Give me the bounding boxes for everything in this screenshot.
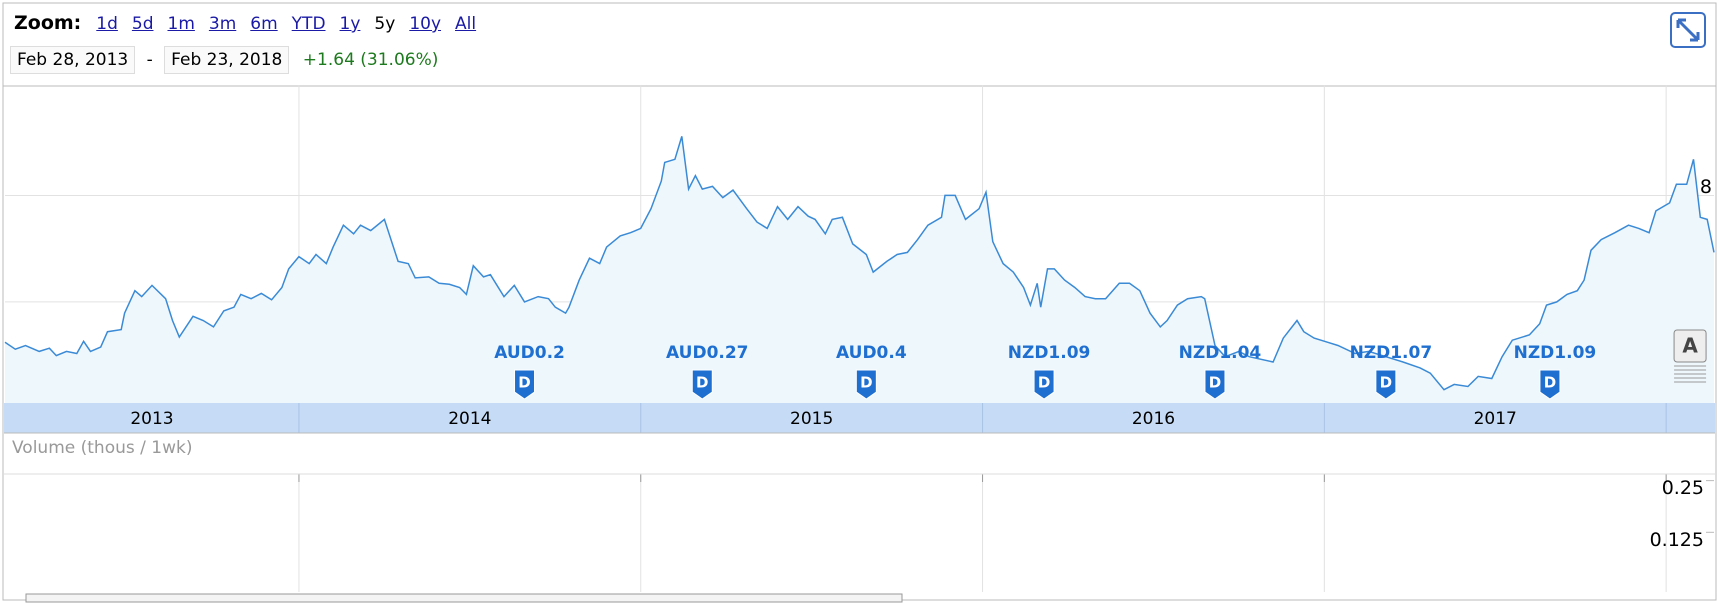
dividend-label: NZD1.07 [1350, 343, 1433, 363]
price-area [5, 136, 1714, 403]
range-separator: - [146, 50, 153, 70]
news-flag [1673, 329, 1707, 363]
dividend-flag [1375, 369, 1397, 400]
dividend-flag-text: D [1209, 374, 1221, 392]
zoom-option[interactable]: 3m [208, 14, 237, 34]
year-label: 2016 [1132, 409, 1175, 429]
year-label: 2017 [1474, 409, 1517, 429]
dividend-label: AUD0.4 [836, 343, 907, 363]
dividend-label: NZD1.04 [1179, 343, 1262, 363]
volume-tick-label: 0.125 [1650, 529, 1704, 551]
year-label: 2014 [448, 409, 491, 429]
zoom-option[interactable]: 5y [374, 14, 396, 34]
zoom-option[interactable]: 10y [409, 14, 442, 34]
news-flag-label: A [1682, 334, 1698, 358]
date-range: Feb 28, 2013 - Feb 23, 2018 +1.64 (31.06… [10, 46, 438, 74]
zoom-options: 1d 5d 1m 3m 6m YTD 1y 5y 10y All [89, 14, 483, 34]
dividend-flag-text: D [1544, 374, 1556, 392]
dividend-label: NZD1.09 [1008, 343, 1091, 363]
zoom-option[interactable]: YTD [291, 14, 326, 34]
expand-arrows [1676, 18, 1700, 42]
dividend-flag [1539, 369, 1561, 400]
news-flag-stack [1674, 365, 1707, 383]
zoom-option[interactable]: 6m [250, 14, 278, 34]
zoom-label: Zoom: [14, 12, 82, 34]
dividend-label: NZD1.09 [1514, 343, 1597, 363]
zoom-option[interactable]: All [455, 14, 477, 34]
dividend-flag-text: D [860, 374, 872, 392]
zoom-option[interactable]: 1m [167, 14, 195, 34]
dividend-flag-text: D [696, 374, 708, 392]
y-tick-label: 8 [1700, 176, 1712, 198]
expand-button[interactable] [1670, 12, 1706, 48]
dividend-flag [1204, 369, 1226, 400]
volume-tick-label: 0.25 [1662, 477, 1704, 499]
end-date[interactable]: Feb 23, 2018 [164, 46, 290, 74]
zoom-option[interactable]: 1d [96, 14, 118, 34]
dividend-label: AUD0.27 [666, 343, 749, 363]
zoom-bar: Zoom: 1d 5d 1m 3m 6m YTD 1y 5y 10y All [14, 12, 483, 34]
dividend-flag-text: D [1038, 374, 1050, 392]
volume-title: Volume (thous / 1wk) [12, 438, 192, 458]
scrollbar [25, 593, 903, 603]
dividend-flag [514, 369, 536, 400]
start-date[interactable]: Feb 28, 2013 [10, 46, 136, 74]
dividend-flag [855, 369, 877, 400]
dividend-flag-text: D [1380, 374, 1392, 392]
price-line [4, 136, 1715, 391]
year-label: 2013 [130, 409, 173, 429]
dividend-label: AUD0.2 [494, 343, 565, 363]
year-strip [4, 403, 1715, 433]
price-change: +1.64 (31.06%) [302, 50, 439, 70]
year-label: 2015 [790, 409, 833, 429]
dividend-flag-text: D [518, 374, 530, 392]
dividend-flag [691, 369, 713, 400]
zoom-option[interactable]: 1y [339, 14, 361, 34]
dividend-flag [1033, 369, 1055, 400]
zoom-option[interactable]: 5d [131, 14, 154, 34]
